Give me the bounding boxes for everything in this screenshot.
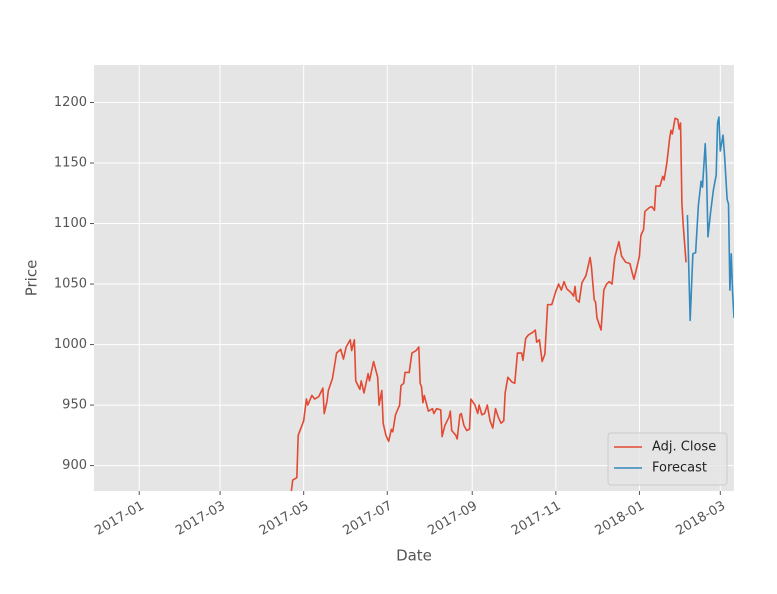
x-tick-label: 2017-11 bbox=[509, 499, 564, 539]
y-tick-label: 1100 bbox=[54, 216, 87, 231]
y-tick-label: 1150 bbox=[54, 156, 87, 171]
x-tick-label: 2018-03 bbox=[673, 499, 728, 539]
series-line bbox=[686, 116, 734, 322]
x-tick-label: 2018-01 bbox=[593, 499, 648, 539]
y-tick-label: 1200 bbox=[54, 95, 87, 110]
y-tick-label: 1050 bbox=[54, 277, 87, 292]
x-tick-label: 2017-01 bbox=[92, 499, 147, 539]
legend-label: Adj. Close bbox=[652, 440, 716, 455]
x-axis-label: Date bbox=[396, 547, 432, 565]
x-tick-label: 2017-05 bbox=[257, 499, 312, 539]
x-tick-label: 2017-03 bbox=[173, 499, 228, 539]
y-tick-label: 1000 bbox=[54, 337, 87, 352]
legend-label: Forecast bbox=[652, 461, 707, 476]
x-tick-label: 2017-09 bbox=[425, 499, 480, 539]
y-tick-label: 950 bbox=[62, 398, 87, 413]
y-axis-label: Price bbox=[23, 260, 41, 297]
legend-box bbox=[607, 432, 728, 486]
y-tick-label: 900 bbox=[62, 458, 87, 473]
x-tick-label: 2017-07 bbox=[340, 499, 395, 539]
series-line bbox=[290, 117, 687, 491]
plot-area bbox=[94, 65, 734, 491]
